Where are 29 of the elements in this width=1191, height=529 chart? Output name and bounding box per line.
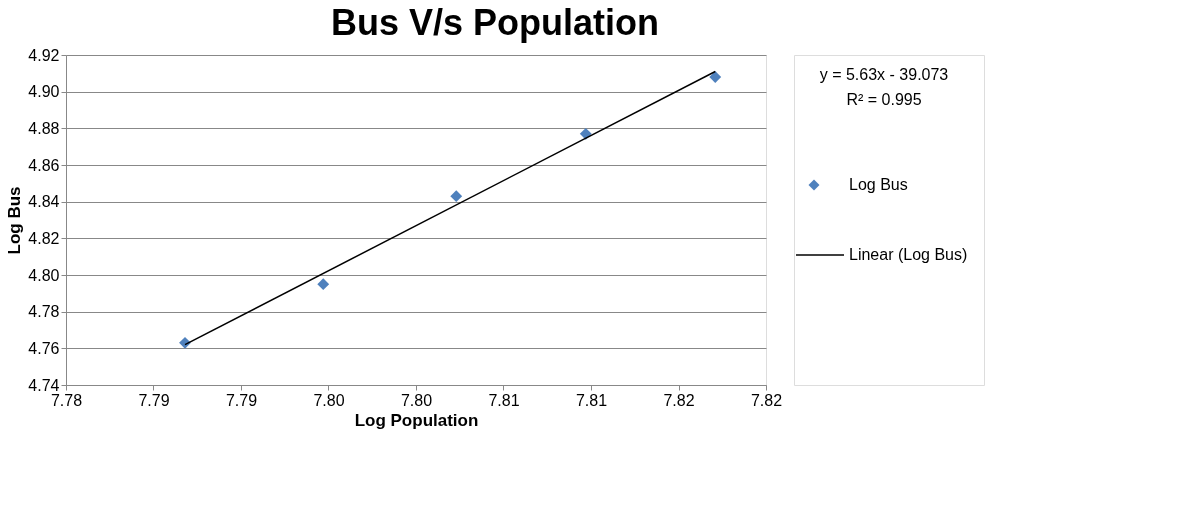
y-tick-label: 4.78 xyxy=(28,303,60,321)
x-tick-label: 7.81 xyxy=(575,391,608,409)
legend-label: Log Bus xyxy=(849,176,908,193)
y-tick-label: 4.84 xyxy=(28,193,60,211)
legend-label: Linear (Log Bus) xyxy=(849,246,968,263)
x-axis-title: Log Population xyxy=(354,410,479,430)
y-tick-label: 4.76 xyxy=(28,339,60,357)
y-tick-label: 4.80 xyxy=(28,266,60,284)
point xyxy=(450,190,463,203)
y-tick-label: 4.92 xyxy=(28,46,60,64)
x-tick-label: 7.78 xyxy=(50,391,83,409)
point xyxy=(317,278,330,291)
x-tick-label: 7.80 xyxy=(400,391,433,409)
x-tick-label: 7.80 xyxy=(313,391,345,409)
y-axis-title: Log Bus xyxy=(5,186,25,255)
x-tick-label: 7.79 xyxy=(225,391,258,409)
y-tick-label: 4.82 xyxy=(28,229,60,247)
y-tick-label: 4.88 xyxy=(28,119,60,137)
y-tick-label: 4.90 xyxy=(28,83,60,101)
chart-title: Bus V/s Population xyxy=(330,1,659,43)
x-tick-label: 7.82 xyxy=(663,391,695,409)
text: R² = 0.995 xyxy=(846,91,922,108)
text: y = 5.63x - 39.073 xyxy=(819,66,949,83)
x-tick-label: 7.81 xyxy=(488,391,520,409)
y-tick-label: 4.86 xyxy=(28,156,60,174)
x-tick-label: 7.79 xyxy=(138,391,170,409)
x-tick-label: 7.82 xyxy=(750,391,783,409)
y-tick-label: 4.74 xyxy=(28,376,60,394)
point xyxy=(709,71,722,83)
